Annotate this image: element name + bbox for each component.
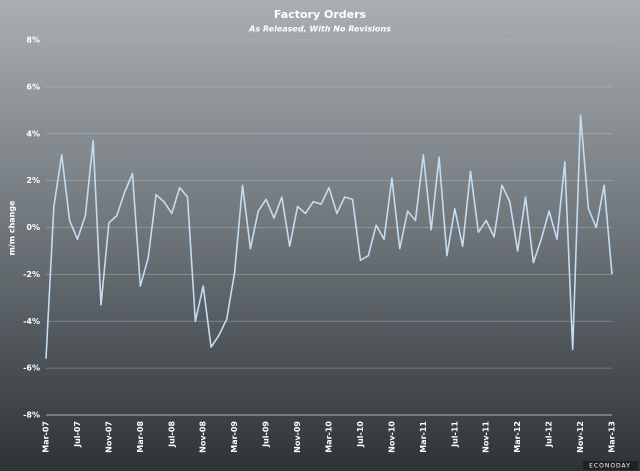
x-tick-label: Jul-10 [356,421,365,448]
x-tick-label: Nov-09 [293,421,302,453]
y-tick-label: 0% [26,223,40,232]
x-tick-label: Jul-08 [167,421,176,448]
x-tick-label: Jul-11 [450,421,459,448]
chart-subtitle: As Released, With No Revisions [248,25,391,34]
x-tick-label: Mar-07 [42,421,51,453]
x-tick-label: Mar-12 [513,421,522,453]
y-tick-label: -4% [23,317,40,326]
x-tick-label: Nov-11 [482,421,491,453]
x-tick-label: Jul-09 [262,421,271,448]
watermark: ECONODAY [589,463,631,470]
x-tick-label: Nov-07 [104,421,113,453]
x-tick-label: Mar-08 [136,421,145,453]
x-tick-label: Mar-11 [419,421,428,453]
chart-title: Factory Orders [274,8,367,21]
x-tick-label: Mar-09 [230,421,239,453]
x-tick-label: Jul-12 [545,421,554,448]
y-axis-label: m/m change [8,200,17,256]
x-tick-label: Nov-12 [576,421,585,453]
x-tick-label: Mar-10 [325,421,334,453]
x-tick-label: Nov-08 [199,421,208,453]
x-tick-label: Mar-13 [608,421,617,453]
watermark-box [583,461,638,470]
y-tick-label: 6% [26,82,40,91]
y-tick-label: 4% [26,129,40,138]
y-tick-label: -8% [23,411,40,420]
y-tick-label: -2% [23,270,40,279]
data-line [45,114,613,359]
y-tick-label: -6% [23,364,40,373]
y-tick-label: 2% [26,176,40,185]
x-tick-label: Nov-10 [387,421,396,453]
x-tick-label: Jul-07 [73,421,82,448]
y-tick-label: 8% [26,36,40,45]
